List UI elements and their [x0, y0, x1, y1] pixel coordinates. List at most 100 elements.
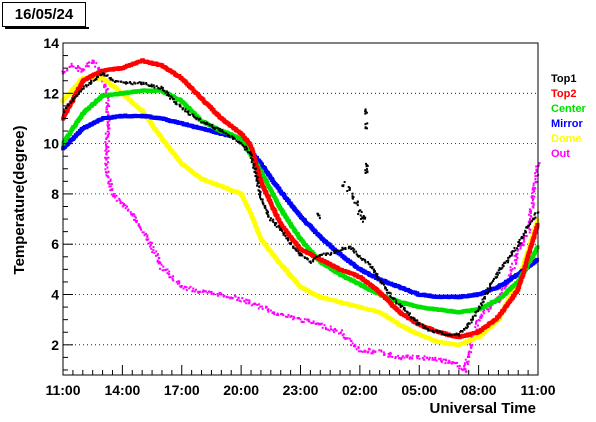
data-point [535, 168, 538, 171]
data-point [431, 329, 434, 332]
data-point [297, 252, 300, 255]
data-point [267, 308, 270, 311]
data-point [75, 67, 78, 70]
data-point [368, 348, 371, 351]
data-point [335, 249, 338, 252]
data-point [253, 167, 256, 170]
data-point [152, 84, 155, 87]
data-point [452, 361, 455, 364]
data-point [452, 309, 457, 314]
data-point [364, 261, 367, 264]
series-top1-outliers [316, 108, 369, 223]
x-tick-label: 20:00 [223, 382, 259, 398]
data-point [489, 286, 492, 289]
data-point [159, 87, 162, 90]
data-point [155, 85, 158, 88]
data-point [453, 333, 456, 336]
data-point [501, 287, 504, 290]
data-point [86, 62, 89, 65]
data-point [188, 113, 191, 116]
data-point [206, 121, 209, 124]
data-point [330, 251, 333, 254]
data-point [411, 354, 414, 357]
data-point [108, 119, 111, 122]
data-point [509, 269, 512, 272]
data-point [478, 319, 481, 322]
data-point [310, 322, 313, 325]
data-point [531, 199, 534, 202]
data-point [105, 106, 108, 109]
data-point [532, 184, 535, 187]
data-point [515, 247, 518, 250]
data-point [105, 88, 108, 91]
data-point [327, 252, 330, 255]
data-point [347, 247, 350, 250]
data-point [320, 253, 323, 256]
data-point [507, 256, 510, 259]
data-point [104, 156, 107, 159]
data-point [408, 357, 411, 360]
data-point [126, 82, 129, 85]
data-point [266, 211, 269, 214]
data-point [406, 356, 409, 359]
data-point [324, 254, 327, 257]
data-point [363, 349, 366, 352]
data-point [168, 276, 171, 279]
data-point [259, 192, 262, 195]
data-point [449, 361, 452, 364]
data-point [533, 190, 536, 193]
data-point [96, 76, 99, 79]
data-point [210, 292, 213, 295]
data-point [133, 213, 136, 216]
data-point [355, 253, 358, 256]
data-point [515, 254, 518, 257]
data-point [171, 278, 174, 281]
data-point [533, 217, 536, 220]
data-point [248, 152, 251, 155]
data-point [442, 333, 445, 336]
data-point [191, 113, 194, 116]
data-point [144, 233, 147, 236]
data-point [369, 263, 372, 266]
data-point [127, 208, 130, 211]
data-point [218, 127, 221, 130]
data-point [517, 244, 520, 247]
data-point [111, 79, 114, 82]
data-point [104, 132, 107, 135]
data-point [403, 356, 406, 359]
data-point [523, 236, 526, 239]
data-point [133, 215, 136, 218]
data-point [519, 242, 522, 245]
data-point [75, 94, 78, 97]
data-point [148, 84, 151, 87]
data-point [231, 135, 234, 138]
data-point [241, 143, 244, 146]
data-point [513, 259, 516, 262]
data-point [456, 365, 459, 368]
data-point [322, 252, 325, 255]
data-point [512, 250, 515, 253]
data-point [159, 262, 162, 265]
data-point [364, 169, 367, 172]
data-point [105, 146, 108, 149]
data-point [342, 333, 345, 336]
data-point [470, 321, 473, 324]
data-point [316, 212, 319, 215]
data-point [516, 248, 519, 251]
data-point [180, 286, 183, 289]
data-point [318, 217, 321, 220]
data-point [468, 342, 471, 345]
data-point [142, 231, 145, 234]
data-point [157, 262, 160, 265]
data-point [109, 78, 112, 81]
data-point [369, 266, 372, 269]
data-point [374, 350, 377, 353]
data-point [400, 358, 403, 361]
data-point [534, 212, 537, 215]
data-point [117, 80, 120, 83]
data-point [324, 326, 327, 329]
data-point [359, 214, 362, 217]
data-point [256, 182, 259, 185]
data-point [393, 297, 396, 300]
data-point [219, 292, 222, 295]
